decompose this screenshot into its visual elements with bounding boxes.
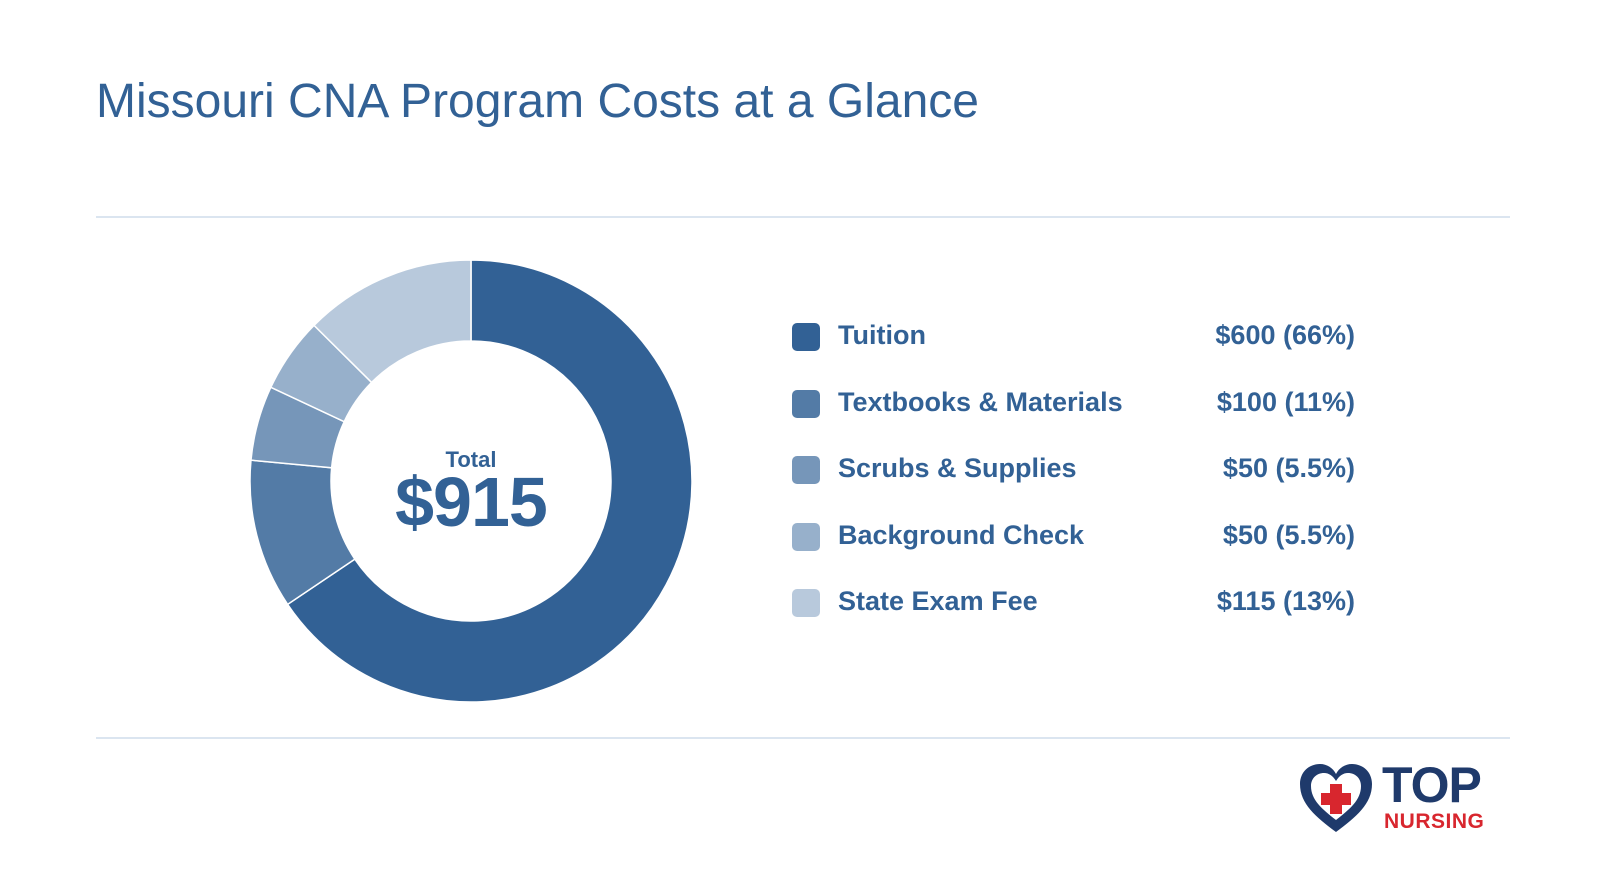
legend-label: Scrubs & Supplies xyxy=(838,453,1077,483)
legend: Tuition $600 (66%) Textbooks & Materials $1… xyxy=(792,318,1362,651)
legend-value: $600 (66%) xyxy=(1215,320,1355,350)
legend-label: State Exam Fee xyxy=(838,586,1038,616)
legend-swatch xyxy=(792,389,820,418)
heart-cross-icon xyxy=(1300,764,1372,832)
legend-swatch xyxy=(792,522,820,551)
top-divider xyxy=(96,216,1510,218)
legend-value: $115 (13%) xyxy=(1216,586,1355,616)
center-total-label: Total xyxy=(445,447,497,472)
legend-value: $50 (5.5%) xyxy=(1222,519,1355,550)
donut-chart xyxy=(249,259,693,703)
legend-value: $50 (5.5%) xyxy=(1222,453,1355,483)
donut-slice-state-exam-fee xyxy=(312,259,472,384)
legend-item-scrubs-supplies: Scrubs & Supplies $50 (5.5%) xyxy=(792,451,1362,518)
legend-item-state-exam-fee: State Exam Fee $115 (13%) xyxy=(792,584,1362,651)
donut-slice-tuition xyxy=(286,259,693,703)
legend-item-background-check: Background Check $50 (5.5%) xyxy=(792,518,1362,585)
logo-nursing-text: NURSING xyxy=(1384,810,1485,833)
logo-top-text: TOP xyxy=(1382,757,1482,813)
center-total-value: $915 xyxy=(395,463,548,541)
legend-swatch xyxy=(792,589,820,617)
legend-swatch xyxy=(792,456,820,484)
legend-item-tuition: Tuition $600 (66%) xyxy=(792,318,1362,385)
top-nursing-logo: TOP NURSING xyxy=(1296,757,1516,836)
legend-label: Tuition xyxy=(838,320,926,350)
legend-swatch xyxy=(792,323,820,351)
bottom-divider xyxy=(96,737,1510,739)
legend-item-textbooks-materials: Textbooks & Materials $100 (11%) xyxy=(792,385,1362,452)
legend-label: Background Check xyxy=(838,519,1085,550)
legend-label: Textbooks & Materials xyxy=(838,386,1123,417)
chart-title: Missouri CNA Program Costs at a Glance xyxy=(96,75,979,128)
legend-value: $100 (11%) xyxy=(1216,386,1355,417)
